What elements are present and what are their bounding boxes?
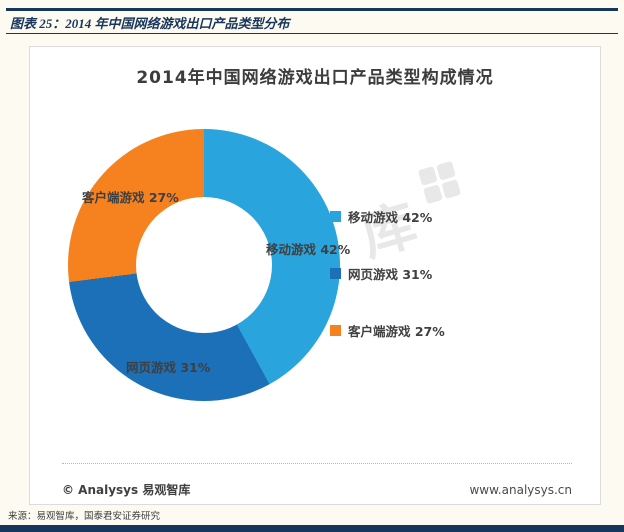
slice-label-web-games: 网页游戏 31% bbox=[126, 360, 211, 375]
slice-label-mobile-games: 移动游戏 42% bbox=[266, 242, 351, 257]
legend-item-client-games: 客户端游戏 27% bbox=[330, 321, 445, 340]
brand-url: www.analysys.cn bbox=[469, 482, 572, 497]
legend-item-web-games: 网页游戏 31% bbox=[330, 264, 445, 283]
chart-legend: 移动游戏 42% 网页游戏 31% 客户端游戏 27% bbox=[330, 207, 445, 340]
legend-swatch-web-games bbox=[330, 268, 341, 279]
chart-panel: 2014年中国网络游戏出口产品类型构成情况 易观智库 移动游戏 42% 网页游戏… bbox=[29, 46, 601, 505]
chart-footer: © Analysys 易观智库 www.analysys.cn bbox=[62, 481, 572, 498]
legend-label: 移动游戏 42% bbox=[348, 210, 433, 225]
chart-title: 2014年中国网络游戏出口产品类型构成情况 bbox=[136, 68, 494, 88]
bottom-bar bbox=[0, 525, 624, 532]
figure-caption: 图表 25：2014 年中国网络游戏出口产品类型分布 bbox=[10, 16, 290, 31]
donut-hole bbox=[136, 197, 272, 333]
donut-chart bbox=[68, 129, 340, 401]
footer-divider bbox=[62, 463, 572, 464]
slice-label-client-games: 客户端游戏 27% bbox=[82, 190, 179, 205]
watermark-logo-icon bbox=[417, 160, 462, 205]
legend-item-mobile-games: 移动游戏 42% bbox=[330, 207, 445, 226]
legend-label: 客户端游戏 27% bbox=[348, 324, 445, 339]
legend-swatch-client-games bbox=[330, 325, 341, 336]
caption-rule-bottom bbox=[6, 33, 618, 34]
source-note: 来源：易观智库，国泰君安证券研究 bbox=[8, 512, 161, 522]
brand-credit: © Analysys 易观智库 bbox=[62, 483, 191, 497]
legend-swatch-mobile-games bbox=[330, 211, 341, 222]
caption-rule-top bbox=[6, 8, 618, 11]
legend-label: 网页游戏 31% bbox=[348, 267, 433, 282]
